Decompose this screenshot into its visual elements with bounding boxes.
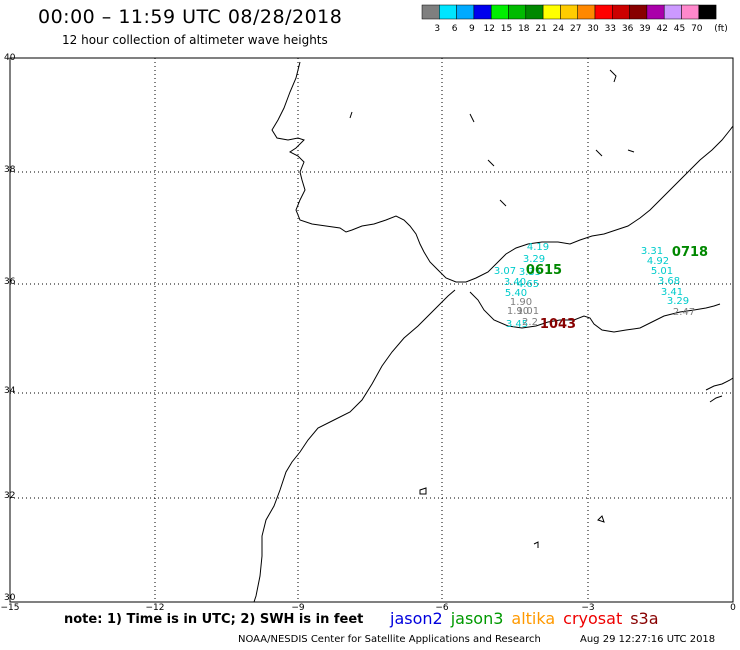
swh-value: 3.35 [519, 267, 541, 278]
legend-label: 45 [674, 24, 685, 34]
swh-value: 3.29 [523, 254, 545, 265]
satellite-name: cryosat [563, 609, 623, 628]
generated-timestamp: Aug 29 12:27:16 UTC 2018 [580, 634, 716, 645]
satellite-name: altika [511, 609, 556, 628]
legend-label: 42 [656, 24, 667, 34]
legend-swatch [473, 4, 492, 20]
swh-value: 3.29 [667, 296, 689, 307]
map-frame [9, 57, 734, 603]
credit-line: NOAA/NESDIS Center for Satellite Applica… [238, 634, 541, 645]
lon-tick-label: −6 [435, 603, 449, 613]
swh-value: 4.65 [517, 279, 539, 290]
pass-time-labels: 0615 0718 1043 [526, 245, 708, 332]
swh-value: 1.90 [507, 306, 529, 317]
legend-swatch [663, 4, 682, 20]
legend-swatch [594, 4, 613, 20]
swh-value: 3.45 [506, 319, 528, 330]
swh-value: 3.07 [494, 266, 516, 277]
legend-label: 21 [535, 24, 546, 34]
lon-tick-label: −15 [1, 603, 20, 613]
lat-tick-label: 40 [4, 53, 16, 63]
graticule [10, 58, 733, 602]
map-title: 00:00 – 11:59 UTC 08/28/2018 [38, 6, 343, 28]
satellite-name: jason3 [450, 609, 504, 628]
axis-labels: 40 38 36 34 32 30−15 −12 −9 −6 −3 0 [1, 53, 737, 613]
legend-unit: (ft) [714, 24, 728, 34]
footer-note: note: 1) Time is in UTC; 2) SWH is in fe… [64, 612, 364, 627]
legend-label: 12 [483, 24, 494, 34]
legend-swatch [456, 4, 475, 20]
legend-swatch [612, 4, 630, 20]
swh-value: 5.01 [651, 266, 673, 277]
legend-swatch [646, 4, 665, 20]
lon-tick-label: 0 [730, 603, 736, 613]
legend-swatch [508, 4, 527, 20]
legend-swatch [629, 4, 648, 20]
legend-swatch [560, 4, 578, 20]
pass-time: 1043 [540, 317, 576, 332]
swh-value: 3.31 [641, 246, 663, 257]
swh-value: 5.40 [505, 288, 527, 299]
color-legend: 3 6 9 12 15 18 21 24 27 30 33 36 39 42 45 70 (ft) [421, 4, 728, 34]
swh-value: 3.41 [661, 287, 683, 298]
map-subtitle: 12 hour collection of altimeter wave hei… [62, 33, 328, 47]
lat-tick-label: 38 [4, 165, 16, 175]
satellite-name: jason2 [390, 609, 443, 628]
legend-label: 3 [434, 24, 440, 34]
legend-swatch [577, 4, 596, 20]
legend-label: 70 [691, 24, 703, 34]
satellite-name: s3a [630, 609, 659, 628]
swh-value: 4.92 [647, 256, 669, 267]
legend-swatch [421, 4, 440, 20]
legend-label: 30 [587, 24, 599, 34]
pass-time: 0718 [672, 245, 708, 260]
lon-tick-label: −12 [146, 603, 165, 613]
legend-label: 6 [452, 24, 458, 34]
swh-value: 4.19 [527, 242, 549, 253]
legend-label: 24 [553, 24, 565, 34]
swh-value: 2.47 [673, 307, 695, 318]
legend-swatch [490, 4, 509, 20]
swh-value: 2.2 [522, 317, 538, 328]
legend-label: 9 [469, 24, 475, 34]
lon-tick-label: −9 [291, 603, 305, 613]
legend-label: 18 [518, 24, 530, 34]
legend-swatch [698, 4, 717, 20]
coastline [253, 61, 734, 603]
legend-swatch [542, 4, 561, 20]
legend-label: 39 [639, 24, 651, 34]
lon-tick-label: −3 [581, 603, 594, 613]
lat-tick-label: 30 [4, 593, 16, 603]
swh-value: 3.68 [658, 276, 680, 287]
swh-value: 1.90 [510, 297, 532, 308]
legend-label: 36 [622, 24, 634, 34]
legend-swatch [681, 4, 700, 20]
swh-value: 1.01 [517, 306, 539, 317]
legend-label: 15 [501, 24, 512, 34]
swh-value: 3.40 [504, 277, 526, 288]
legend-label: 33 [605, 24, 616, 34]
lat-tick-label: 32 [4, 491, 15, 501]
legend-label: 27 [570, 24, 581, 34]
lat-tick-label: 36 [4, 277, 16, 287]
altimeter-points: 4.193.293.07 3.353.404.655.401.901.901.01… [494, 242, 695, 330]
lat-tick-label: 34 [4, 386, 16, 396]
pass-time: 0615 [526, 263, 562, 278]
satellite-legend: jason2 jason3 altika cryosat s3a [390, 609, 667, 628]
legend-swatch [439, 4, 457, 20]
legend-swatch [525, 4, 544, 20]
